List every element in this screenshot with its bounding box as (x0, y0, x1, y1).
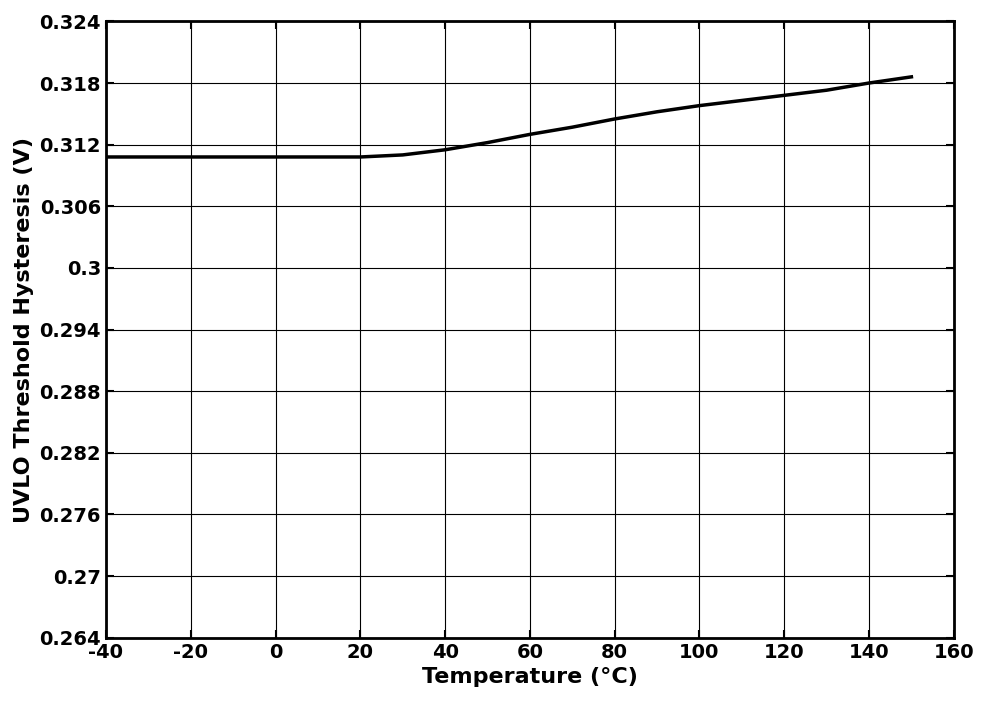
Y-axis label: UVLO Threshold Hysteresis (V): UVLO Threshold Hysteresis (V) (14, 137, 34, 522)
X-axis label: Temperature (°C): Temperature (°C) (422, 667, 638, 687)
